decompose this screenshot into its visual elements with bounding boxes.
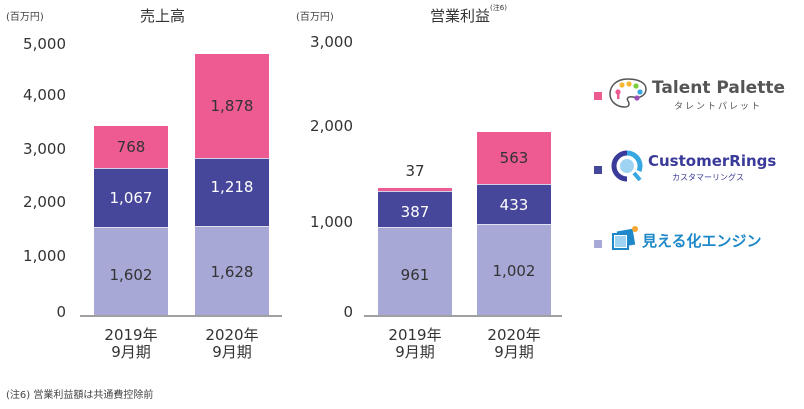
profit-ytick-1000: 1,000 xyxy=(310,213,353,231)
sales-ytick-4000: 4,000 xyxy=(23,86,66,104)
sales-ytick-0: 0 xyxy=(56,303,66,321)
sales-2019-talent-palette-segment: 768 xyxy=(94,126,168,168)
mieruka-engine-logo-icon xyxy=(612,226,638,250)
legend-swatch-customer-rings xyxy=(594,166,602,174)
sales-chart-title: 売上高 xyxy=(140,7,186,25)
profit-ytick-2000: 2,000 xyxy=(310,117,353,135)
profit-xlabel-2019: 2019年 9月期 xyxy=(370,327,460,361)
profit-bar-2019: 387 961 xyxy=(378,188,452,316)
profit-xlabel-2019-year: 2019年 xyxy=(388,326,442,344)
sales-2019-mieruka-segment: 1,602 xyxy=(94,227,168,316)
sales-xlabel-2020-period: 9月期 xyxy=(212,343,252,361)
profit-2019-mieruka-segment: 961 xyxy=(378,227,452,316)
footnote: (注6) 営業利益額は共通費控除前 xyxy=(6,390,154,401)
profit-2019-talent-palette-segment xyxy=(378,188,452,191)
legend-sublabel-talent-palette: タレントパレット xyxy=(674,102,763,112)
profit-bar-2020: 563 433 1,002 xyxy=(477,132,551,316)
legend-swatch-talent-palette xyxy=(594,92,602,100)
legend-label-talent-palette: Talent Palette xyxy=(652,78,785,98)
sales-bar-2020: 1,878 1,218 1,628 xyxy=(195,54,269,316)
profit-xlabel-2020: 2020年 9月期 xyxy=(469,327,559,361)
profit-xlabel-2019-period: 9月期 xyxy=(395,343,435,361)
profit-x-axis xyxy=(364,315,562,317)
customer-rings-logo-icon xyxy=(611,150,643,182)
sales-2020-customer-rings-segment: 1,218 xyxy=(195,158,269,226)
profit-xlabel-2020-period: 9月期 xyxy=(494,343,534,361)
profit-2019-talent-palette-label: 37 xyxy=(405,162,425,180)
sales-ytick-2000: 2,000 xyxy=(23,193,66,211)
sales-xlabel-2019: 2019年 9月期 xyxy=(86,327,176,361)
profit-ytick-0: 0 xyxy=(343,303,353,321)
sales-x-axis xyxy=(80,315,282,317)
sales-xlabel-2019-period: 9月期 xyxy=(111,343,151,361)
sales-xlabel-2020-year: 2020年 xyxy=(205,326,259,344)
sales-2020-talent-palette-segment: 1,878 xyxy=(195,54,269,158)
sales-xlabel-2019-year: 2019年 xyxy=(104,326,158,344)
profit-chart-title: 営業利益(注6) xyxy=(430,4,507,26)
sales-2019-customer-rings-segment: 1,067 xyxy=(94,168,168,227)
profit-2020-talent-palette-segment: 563 xyxy=(477,132,551,184)
legend-swatch-mieruka-engine xyxy=(594,240,602,248)
legend-sublabel-customer-rings: カスタマーリングス xyxy=(672,173,744,182)
sales-ytick-1000: 1,000 xyxy=(23,247,66,265)
sales-ytick-5000: 5,000 xyxy=(23,35,66,53)
sales-2020-mieruka-segment: 1,628 xyxy=(195,226,269,316)
legend-label-customer-rings: CustomerRings xyxy=(648,152,777,170)
profit-chart-title-text: 営業利益 xyxy=(430,7,491,25)
sales-bar-2019: 768 1,067 1,602 xyxy=(94,126,168,316)
profit-2019-customer-rings-segment: 387 xyxy=(378,191,452,227)
sales-xlabel-2020: 2020年 9月期 xyxy=(187,327,277,361)
profit-ytick-3000: 3,000 xyxy=(310,33,353,51)
profit-xlabel-2020-year: 2020年 xyxy=(487,326,541,344)
profit-2020-mieruka-segment: 1,002 xyxy=(477,224,551,316)
profit-chart-title-note: (注6) xyxy=(490,4,507,12)
profit-unit-label: (百万円) xyxy=(296,12,334,23)
sales-ytick-3000: 3,000 xyxy=(23,140,66,158)
legend-label-mieruka-engine: 見える化エンジン xyxy=(642,232,762,250)
sales-unit-label: (百万円) xyxy=(6,12,44,23)
profit-2020-customer-rings-segment: 433 xyxy=(477,184,551,224)
palette-logo-icon xyxy=(609,78,647,108)
